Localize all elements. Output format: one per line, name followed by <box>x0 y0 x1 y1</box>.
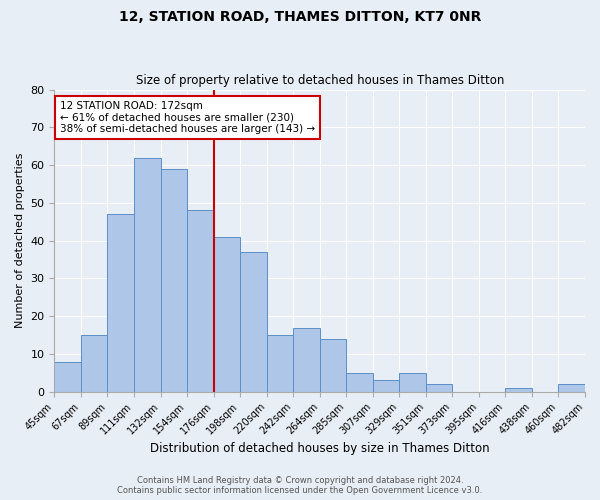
Y-axis label: Number of detached properties: Number of detached properties <box>15 153 25 328</box>
Bar <box>214 237 240 392</box>
Bar <box>266 335 293 392</box>
X-axis label: Distribution of detached houses by size in Thames Ditton: Distribution of detached houses by size … <box>150 442 490 455</box>
Bar <box>134 158 161 392</box>
Text: 12 STATION ROAD: 172sqm
← 61% of detached houses are smaller (230)
38% of semi-d: 12 STATION ROAD: 172sqm ← 61% of detache… <box>60 101 315 134</box>
Bar <box>161 169 187 392</box>
Bar <box>559 384 585 392</box>
Text: 12, STATION ROAD, THAMES DITTON, KT7 0NR: 12, STATION ROAD, THAMES DITTON, KT7 0NR <box>119 10 481 24</box>
Bar <box>373 380 399 392</box>
Bar <box>399 373 426 392</box>
Bar <box>293 328 320 392</box>
Bar <box>505 388 532 392</box>
Bar <box>346 373 373 392</box>
Bar <box>187 210 214 392</box>
Bar <box>107 214 134 392</box>
Title: Size of property relative to detached houses in Thames Ditton: Size of property relative to detached ho… <box>136 74 504 87</box>
Bar <box>240 252 266 392</box>
Bar <box>81 335 107 392</box>
Bar <box>55 362 81 392</box>
Bar <box>320 339 346 392</box>
Bar <box>426 384 452 392</box>
Text: Contains HM Land Registry data © Crown copyright and database right 2024.
Contai: Contains HM Land Registry data © Crown c… <box>118 476 482 495</box>
